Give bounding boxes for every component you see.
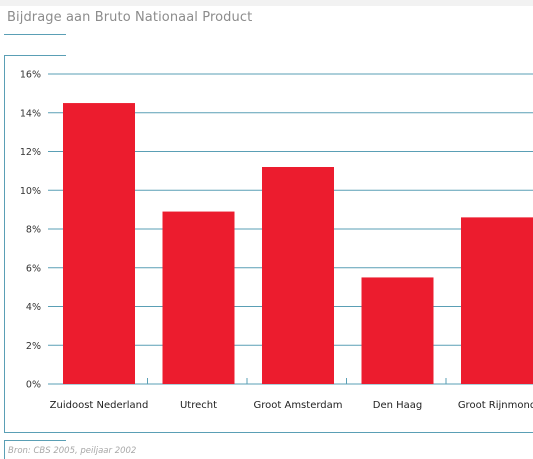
y-tick-label: 4% (26, 302, 41, 313)
footer-top-line (4, 440, 66, 441)
y-tick-label: 2% (26, 341, 41, 352)
frame-left-line (4, 55, 5, 433)
y-tick-label: 0% (26, 380, 41, 391)
bar (162, 211, 235, 384)
frame-top-line (4, 55, 66, 56)
y-tick-label: 14% (20, 108, 41, 119)
bar (461, 217, 533, 384)
category-label: Groot Amsterdam (254, 400, 343, 411)
category-label: Den Haag (373, 400, 423, 411)
category-label: Groot Rijnmond (458, 400, 533, 411)
chart-title: Bijdrage aan Bruto Nationaal Product (7, 10, 253, 25)
category-label: Zuidoost Nederland (50, 400, 149, 411)
category-label: Utrecht (180, 400, 217, 411)
y-tick-label: 6% (26, 263, 41, 274)
y-tick-label: 16% (20, 70, 41, 81)
bar (361, 277, 434, 384)
y-tick-label: 8% (26, 225, 41, 236)
y-tick-label: 12% (20, 147, 41, 158)
bar (63, 103, 135, 384)
source-note: Bron: CBS 2005, peiljaar 2002 (8, 446, 137, 456)
title-underline (4, 34, 66, 35)
y-tick-label: 10% (20, 186, 41, 197)
top-bar (0, 0, 533, 6)
frame-bottom-line (4, 432, 533, 433)
bar (262, 167, 334, 384)
footer-left-line (4, 440, 5, 459)
